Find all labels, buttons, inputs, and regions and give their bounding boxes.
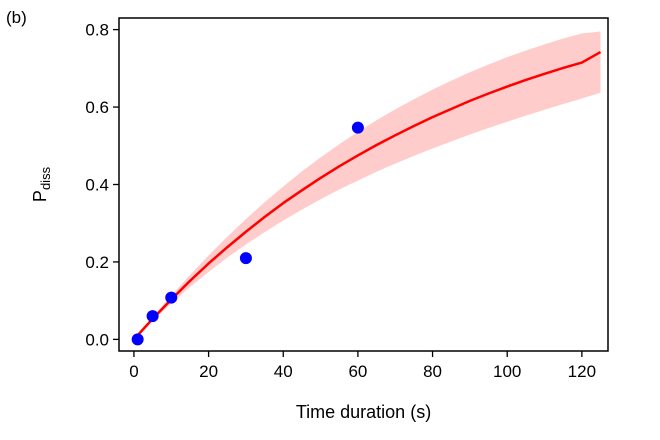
x-tick-label: 20 [199,362,218,381]
fit-line [133,50,602,341]
panel-label: (b) [6,8,27,27]
x-tick-label: 100 [493,362,521,381]
y-axis-label: Pdiss [30,166,53,202]
y-tick-label: 0.0 [85,330,109,349]
y-tick-label: 0.6 [85,98,109,117]
data-point [239,252,252,265]
data-point [131,333,144,346]
x-axis-label: Time duration (s) [296,402,431,422]
fit-line-layer [133,50,602,341]
x-tick-label: 120 [568,362,596,381]
data-point [146,310,159,323]
x-tick-label: 40 [274,362,293,381]
data-point [165,291,178,304]
x-axis-ticks: 0 20 40 60 80 100 120 [129,351,596,381]
y-tick-label: 0.2 [85,253,109,272]
confidence-band-layer [133,31,601,340]
x-tick-label: 60 [348,362,367,381]
y-axis-label-main: P [30,190,50,202]
confidence-band [133,31,601,340]
x-tick-label: 80 [423,362,442,381]
x-tick-label: 0 [129,362,138,381]
y-axis-ticks: 0.0 0.2 0.4 0.6 0.8 [85,21,119,349]
data-point [351,121,364,134]
data-points-layer [131,121,364,346]
y-axis-label-subscript: diss [38,166,53,190]
y-tick-label: 0.4 [85,176,109,195]
y-tick-label: 0.8 [85,21,109,40]
